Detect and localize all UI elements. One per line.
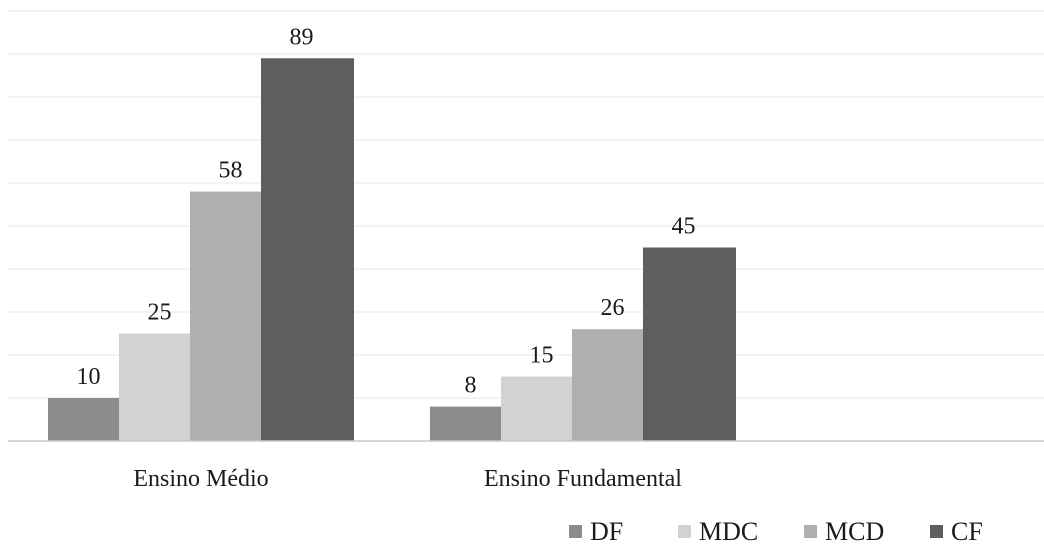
legend-swatch-mcd — [804, 525, 817, 538]
data-label-mcd: 58 — [219, 158, 243, 184]
legend-label-mcd: MCD — [825, 517, 884, 546]
data-label-mcd: 26 — [601, 295, 625, 321]
legend-label-df: DF — [590, 517, 623, 546]
legend-label-mdc: MDC — [699, 517, 758, 546]
data-label-df: 10 — [77, 364, 101, 390]
bar-cf-ensino-fundamental — [643, 247, 736, 441]
category-label: Ensino Fundamental — [484, 466, 682, 492]
legend-swatch-mdc — [678, 525, 691, 538]
legend: DF MDC MCD CF — [569, 517, 983, 546]
data-label-cf: 45 — [672, 214, 696, 240]
bars — [48, 58, 736, 442]
legend-swatch-df — [569, 525, 582, 538]
category-labels: Ensino Médio Ensino Fundamental — [133, 466, 682, 492]
data-label-cf: 89 — [290, 24, 314, 50]
data-label-mdc: 15 — [530, 343, 554, 369]
category-label: Ensino Médio — [133, 466, 268, 492]
data-labels: 10 25 58 89 8 15 26 45 — [77, 24, 696, 398]
bar-cf-ensino-medio — [261, 58, 354, 442]
data-label-mdc: 25 — [148, 300, 172, 326]
data-label-df: 8 — [465, 373, 477, 399]
legend-swatch-cf — [930, 525, 943, 538]
legend-label-cf: CF — [951, 517, 983, 546]
